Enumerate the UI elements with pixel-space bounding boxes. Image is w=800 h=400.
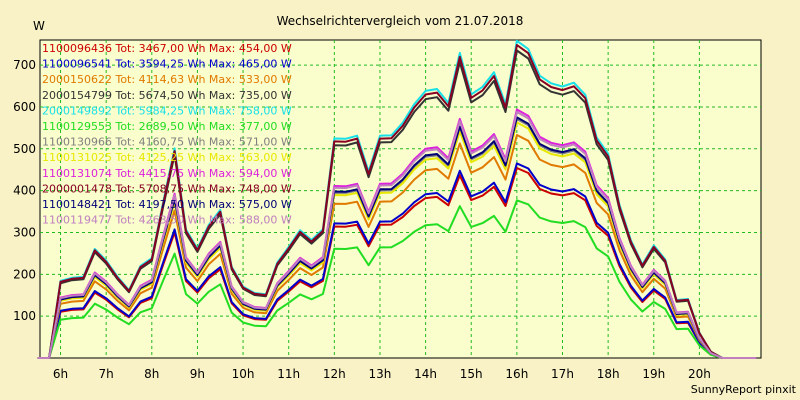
legend-entry: 2000001478 Tot: 5708,75 Wh Max: 748,00 W [42, 182, 292, 195]
legend: 1100096436 Tot: 3467,00 Wh Max: 454,00 W… [42, 42, 292, 227]
x-tick-label: 7h [99, 367, 114, 381]
x-tick-label: 10h [232, 367, 255, 381]
legend-entry: 1100119477 Tot: 4263,50 Wh Max: 588,00 W [42, 214, 292, 227]
x-tick-label: 19h [642, 367, 665, 381]
legend-entry: 1100096541 Tot: 3594,25 Wh Max: 465,00 W [42, 58, 292, 71]
legend-entry: 2000150622 Tot: 4114,63 Wh Max: 533,00 W [42, 73, 292, 86]
x-tick-label: 20h [688, 367, 711, 381]
series-line [37, 44, 757, 359]
y-tick-label: 100 [13, 309, 36, 323]
plot-area [39, 39, 762, 359]
y-axis-unit-label: W [33, 19, 45, 33]
legend-entry: 1100129553 Tot: 2689,50 Wh Max: 377,00 W [42, 120, 292, 133]
series-line [37, 111, 757, 359]
series-line [37, 134, 757, 359]
footer-credit: SunnyReport pinxit [691, 383, 797, 396]
y-tick-label: 600 [13, 100, 36, 114]
legend-entry: 2000149892 Tot: 5984,25 Wh Max: 758,00 W [42, 104, 292, 117]
x-tick-label: 14h [414, 367, 437, 381]
legend-entry: 1100130966 Tot: 4160,75 Wh Max: 571,00 W [42, 136, 292, 149]
x-tick-label: 18h [597, 367, 620, 381]
x-tick-label: 6h [53, 367, 68, 381]
x-tick-label: 15h [460, 367, 483, 381]
legend-entry: 1100131025 Tot: 4125,25 Wh Max: 563,00 W [42, 151, 292, 164]
x-tick-label: 11h [277, 367, 300, 381]
y-tick-label: 300 [13, 225, 36, 239]
y-tick-labels: 100 200 300 400 500 600 700 [13, 58, 36, 323]
x-tick-label: 16h [505, 367, 528, 381]
x-tick-label: 13h [369, 367, 392, 381]
y-tick-label: 200 [13, 267, 36, 281]
x-tick-label: 17h [551, 367, 574, 381]
legend-entry: 1100096436 Tot: 3467,00 Wh Max: 454,00 W [42, 42, 292, 55]
y-tick-label: 400 [13, 184, 36, 198]
series-line [37, 162, 757, 359]
x-tick-label: 9h [190, 367, 205, 381]
y-tick-label: 700 [13, 58, 36, 72]
x-tick-label: 8h [144, 367, 159, 381]
legend-entry: 1100131074 Tot: 4415,75 Wh Max: 594,00 W [42, 167, 292, 180]
x-tick-labels: 6h 7h 8h 9h 10h 11h 12h 13h 14h 15h 16h 17h 18h 19h 20… [53, 367, 711, 381]
series-lines [37, 39, 757, 359]
legend-entry: 2000154799 Tot: 5674,50 Wh Max: 735,00 W [42, 89, 292, 102]
x-tick-label: 12h [323, 367, 346, 381]
chart-title: Wechselrichtervergleich vom 21.07.2018 [277, 14, 524, 28]
y-tick-label: 500 [13, 142, 36, 156]
series-line [37, 199, 757, 359]
legend-entry: 1100148421 Tot: 4197,50 Wh Max: 575,00 W [42, 198, 292, 211]
